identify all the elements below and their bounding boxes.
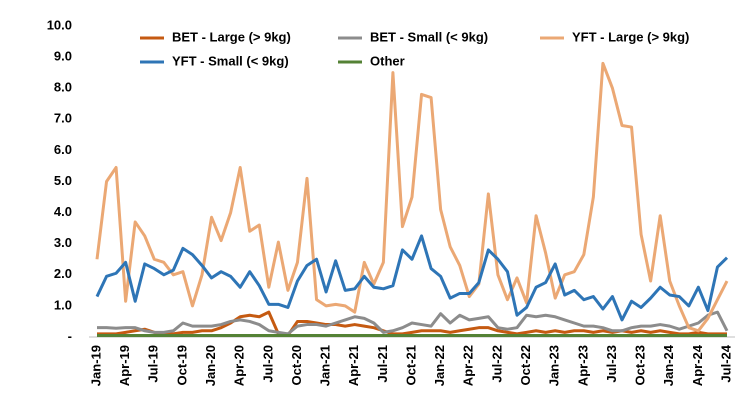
x-tick-label: Apr-22 [461,345,476,386]
x-tick-label: Oct-19 [174,345,189,385]
x-tick-label: Apr-21 [346,345,361,386]
y-tick-label: 1.0 [54,297,72,312]
x-tick-label: Jul-21 [375,345,390,383]
x-tick-label: Oct-22 [518,345,533,385]
x-tick-label: Jul-24 [718,344,733,382]
x-tick-label: Jan-22 [432,345,447,386]
x-tick-label: Jul-19 [146,345,161,383]
legend-label: BET - Small (< 9kg) [370,29,488,44]
x-tick-label: Apr-23 [575,345,590,386]
x-tick-label: Oct-23 [633,345,648,385]
x-tick-label: Apr-19 [117,345,132,386]
x-tick-label: Jul-22 [489,345,504,383]
y-tick-label: 4.0 [54,204,72,219]
legend-label: BET - Large (> 9kg) [172,29,291,44]
y-tick-label: 8.0 [54,80,72,95]
x-tick-label: Apr-20 [232,345,247,386]
y-tick-label: 10.0 [47,17,72,32]
x-tick-label: Jan-19 [88,345,103,386]
series-line [95,61,729,333]
x-tick-label: Jan-23 [547,345,562,386]
legend-label: YFT - Small (< 9kg) [172,53,289,68]
x-tick-label: Jul-20 [260,345,275,383]
y-tick-label: 9.0 [54,49,72,64]
x-tick-label: Oct-21 [403,345,418,385]
y-tick-label: 6.0 [54,142,72,157]
x-tick-label: Jul-23 [604,345,619,383]
y-tick-label: 5.0 [54,173,72,188]
y-tick-label: 7.0 [54,111,72,126]
x-tick-label: Jan-24 [661,344,676,386]
x-tick-label: Jan-21 [318,345,333,386]
y-tick-label: 3.0 [54,235,72,250]
series-line [97,310,729,336]
y-tick-label: 2.0 [54,266,72,281]
legend-label: YFT - Large (> 9kg) [572,29,689,44]
legend-label: Other [370,53,405,68]
series-line [95,234,729,322]
x-tick-label: Oct-20 [289,345,304,385]
y-tick-label: - [68,328,72,343]
x-tick-label: Jan-20 [203,345,218,386]
x-tick-label: Apr-24 [690,344,705,386]
